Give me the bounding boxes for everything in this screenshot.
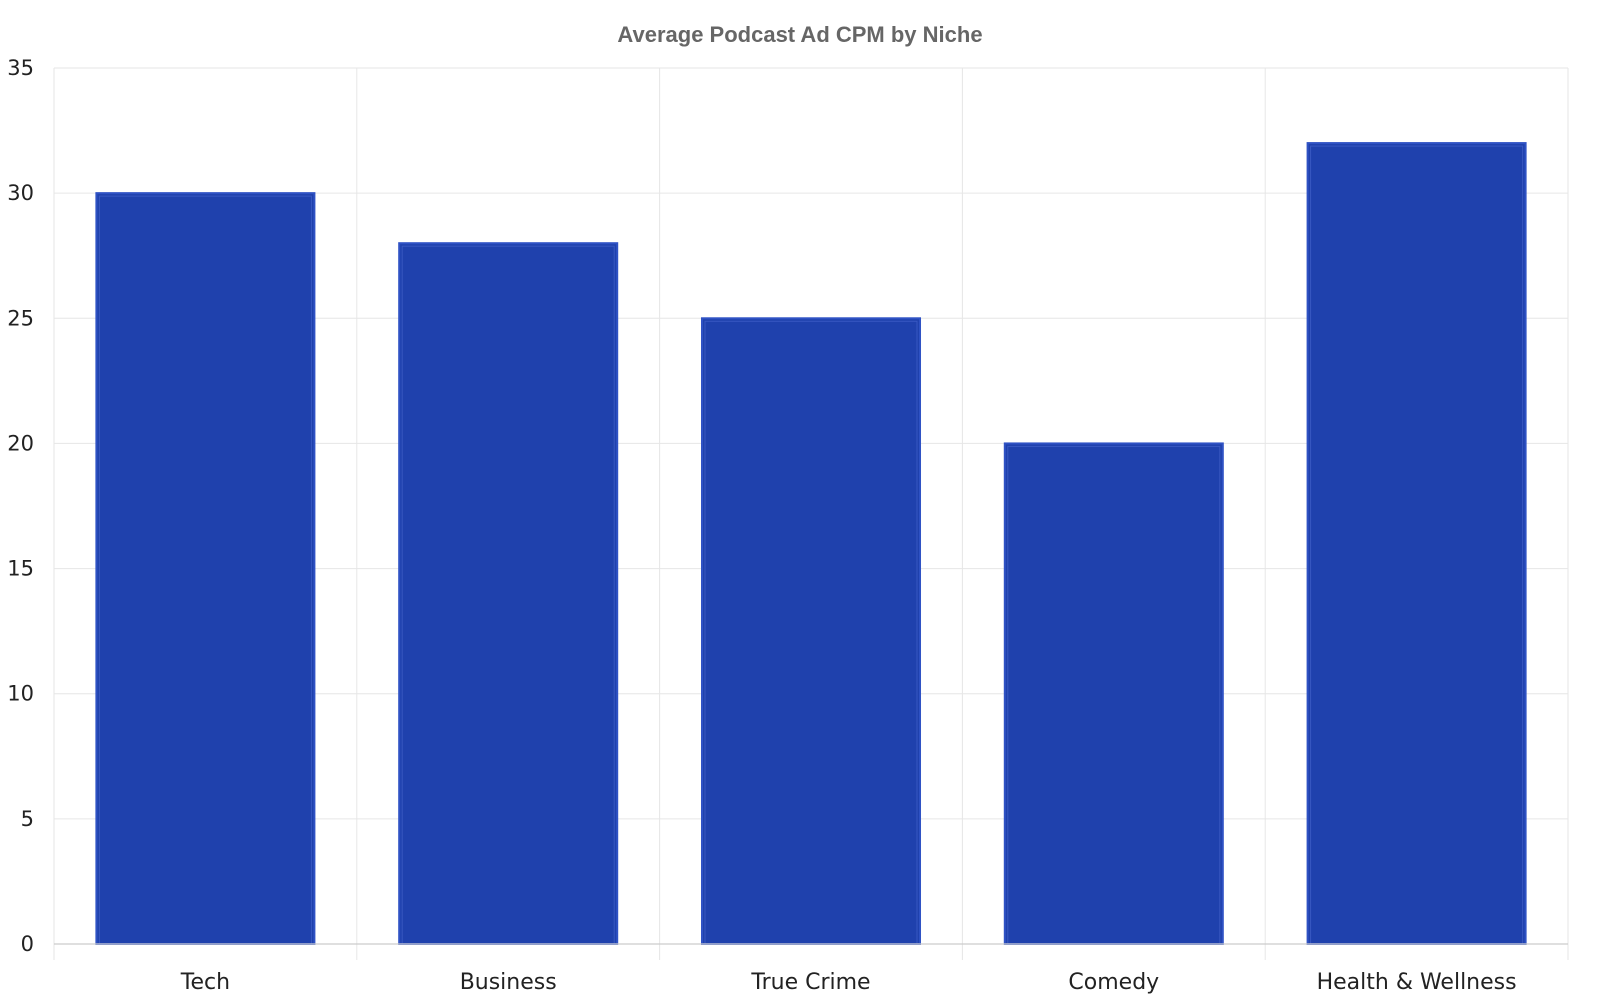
y-tick-label: 30 — [7, 181, 34, 205]
y-tick-label: 35 — [7, 56, 34, 80]
y-tick-label: 5 — [21, 807, 34, 831]
bar — [700, 317, 922, 945]
x-category-label: Tech — [180, 970, 230, 995]
x-category-label: Business — [460, 970, 557, 995]
bar — [398, 242, 619, 945]
chart-title: Average Podcast Ad CPM by Niche — [617, 22, 982, 47]
labels-layer: 0 5 10 15 20 25 30 35 Tech Business True Crime Come… — [7, 56, 1516, 995]
x-category-label: True Crime — [750, 970, 870, 995]
x-category-label: Health & Wellness — [1317, 970, 1517, 995]
bar — [1306, 142, 1527, 946]
y-tick-label: 20 — [7, 431, 34, 455]
y-tick-label: 0 — [21, 932, 34, 956]
bar — [95, 192, 316, 945]
bars-layer — [95, 142, 1527, 946]
bar — [1003, 442, 1224, 945]
y-tick-label: 15 — [7, 557, 34, 581]
y-tick-label: 25 — [7, 306, 34, 330]
x-category-label: Comedy — [1068, 970, 1159, 995]
y-tick-label: 10 — [7, 682, 34, 706]
